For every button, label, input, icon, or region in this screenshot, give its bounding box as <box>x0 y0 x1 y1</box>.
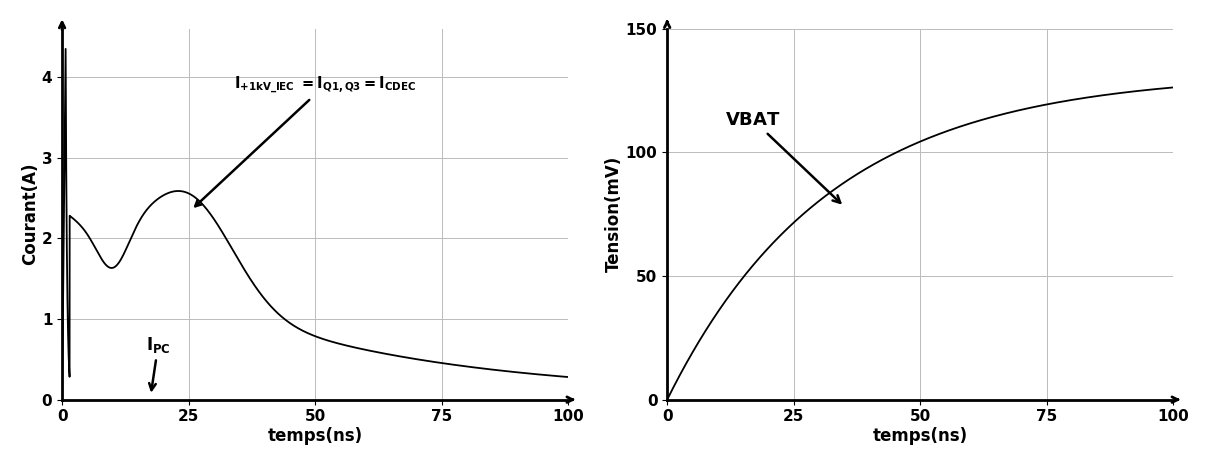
Y-axis label: Tension(mV): Tension(mV) <box>605 156 623 272</box>
Text: $\mathbf{I_{PC}}$: $\mathbf{I_{PC}}$ <box>146 335 171 390</box>
X-axis label: temps(ns): temps(ns) <box>267 427 363 445</box>
X-axis label: temps(ns): temps(ns) <box>872 427 968 445</box>
Text: $\mathbf{I_{+1kV\_IEC}}$ $\mathbf{= I_{Q1,Q3}=I_{CDEC}}$: $\mathbf{I_{+1kV\_IEC}}$ $\mathbf{= I_{Q… <box>195 75 416 206</box>
Text: $\mathbf{VBAT}$: $\mathbf{VBAT}$ <box>725 111 840 203</box>
Y-axis label: Courant(A): Courant(A) <box>21 163 39 265</box>
